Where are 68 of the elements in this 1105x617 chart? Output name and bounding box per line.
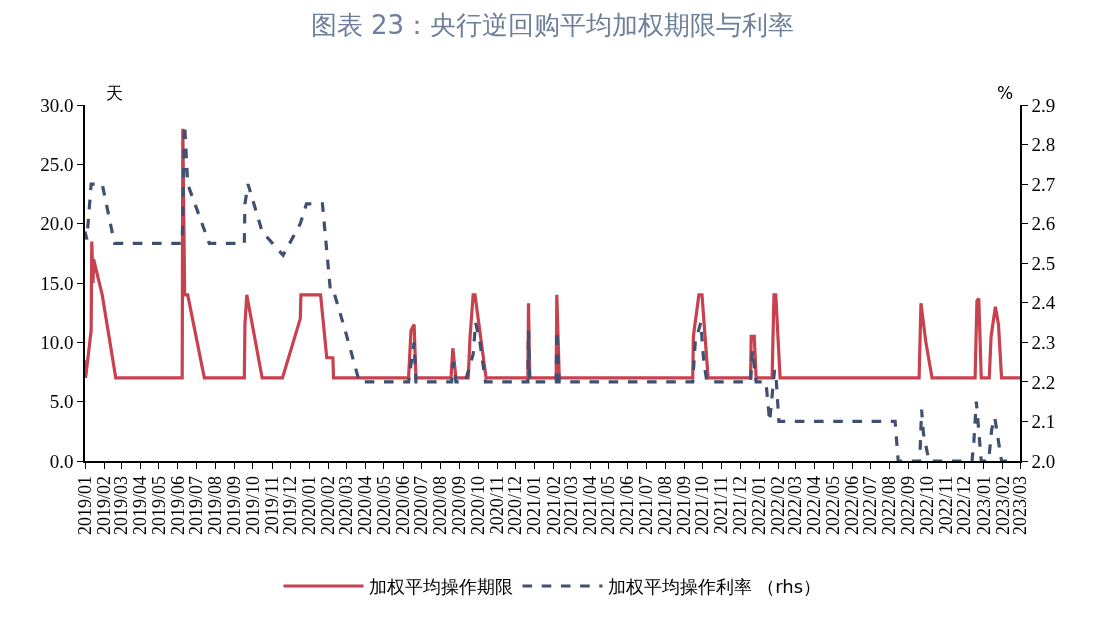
x-tick-label: 2021/11 [711, 475, 732, 535]
x-tick-label: 2021/08 [654, 475, 675, 535]
x-tick-label: 2022/07 [860, 475, 881, 535]
x-tick-label: 2020/02 [318, 475, 339, 535]
x-tick-label: 2022/10 [916, 475, 937, 535]
y2-tick-label: 2.5 [1031, 252, 1056, 274]
y-axis-title: 天 [106, 83, 123, 103]
x-tick-label: 2019/11 [261, 475, 282, 535]
y-tick-label: 10.0 [40, 331, 74, 353]
x-tick-label: 2019/10 [242, 475, 263, 535]
x-tick-label: 2019/08 [205, 475, 226, 535]
x-tick-label: 2019/01 [74, 475, 95, 535]
x-tick-label: 2020/01 [299, 475, 320, 535]
x-tick-label: 2021/07 [635, 475, 656, 535]
y2-tick-label: 2.2 [1031, 371, 1056, 393]
y2-tick-label: 2.8 [1031, 134, 1056, 156]
y-tick-label: 20.0 [40, 213, 74, 235]
y2-tick-label: 2.0 [1031, 450, 1056, 472]
x-tick-label: 2019/07 [186, 475, 207, 535]
x-tick-label: 2020/06 [392, 475, 413, 535]
x-tick-label: 2022/06 [841, 475, 862, 535]
x-tick-label: 2022/04 [804, 475, 825, 535]
legend-label: 加权平均操作期限 [368, 576, 513, 598]
x-tick-label: 2020/03 [336, 475, 357, 535]
y-tick-label: 25.0 [40, 153, 74, 175]
y-tick-label: 30.0 [40, 94, 74, 116]
x-tick-label: 2020/07 [411, 475, 432, 535]
x-tick-label: 2021/09 [673, 475, 694, 535]
y2-tick-label: 2.7 [1031, 173, 1056, 195]
x-tick-label: 2022/11 [936, 475, 957, 535]
x-tick-label: 2022/05 [822, 475, 843, 535]
x-tick-label: 2022/09 [898, 475, 919, 535]
y2-tick-label: 2.9 [1031, 94, 1056, 116]
legend-label: 加权平均操作利率 （rhs） [607, 576, 822, 598]
x-tick-label: 2022/01 [749, 475, 770, 535]
line-series [85, 127, 1020, 380]
x-tick-label: 2019/12 [280, 475, 301, 535]
x-tick-label: 2020/11 [486, 475, 507, 535]
x-tick-label: 2020/04 [355, 475, 376, 535]
y2-tick-label: 2.3 [1031, 331, 1056, 353]
y-tick-label: 0.0 [49, 450, 74, 472]
x-tick-label: 2020/09 [449, 475, 470, 535]
x-tick-label: 2022/12 [954, 475, 975, 535]
x-tick-label: 2019/09 [224, 475, 245, 535]
x-tick-label: 2020/10 [467, 475, 488, 535]
x-tick-label: 2021/04 [579, 475, 600, 535]
x-tick-label: 2021/12 [729, 475, 750, 535]
x-tick-label: 2019/03 [111, 475, 132, 535]
y-tick-label: 15.0 [40, 272, 74, 294]
x-tick-label: 2019/02 [93, 475, 114, 535]
y2-tick-label: 2.1 [1031, 411, 1056, 433]
x-tick-label: 2021/05 [598, 475, 619, 535]
chart-title: 图表 23：央行逆回购平均加权期限与利率 [310, 9, 795, 40]
x-tick-label: 2022/08 [879, 475, 900, 535]
x-tick-label: 2020/05 [373, 475, 394, 535]
y2-tick-label: 2.4 [1031, 292, 1056, 314]
x-tick-label: 2020/08 [430, 475, 451, 535]
x-tick-label: 2019/04 [130, 475, 151, 535]
x-tick-label: 2019/06 [167, 475, 188, 535]
x-tick-label: 2020/12 [505, 475, 526, 535]
y2-tick-label: 2.6 [1031, 213, 1056, 235]
x-tick-label: 2021/01 [524, 475, 545, 535]
x-tick-label: 2023/01 [973, 475, 994, 535]
x-tick-label: 2021/10 [692, 475, 713, 535]
y-tick-label: 5.0 [49, 391, 74, 413]
y2-axis-title: % [997, 83, 1014, 103]
x-tick-label: 2021/06 [617, 475, 638, 535]
x-tick-label: 2019/05 [148, 475, 169, 535]
